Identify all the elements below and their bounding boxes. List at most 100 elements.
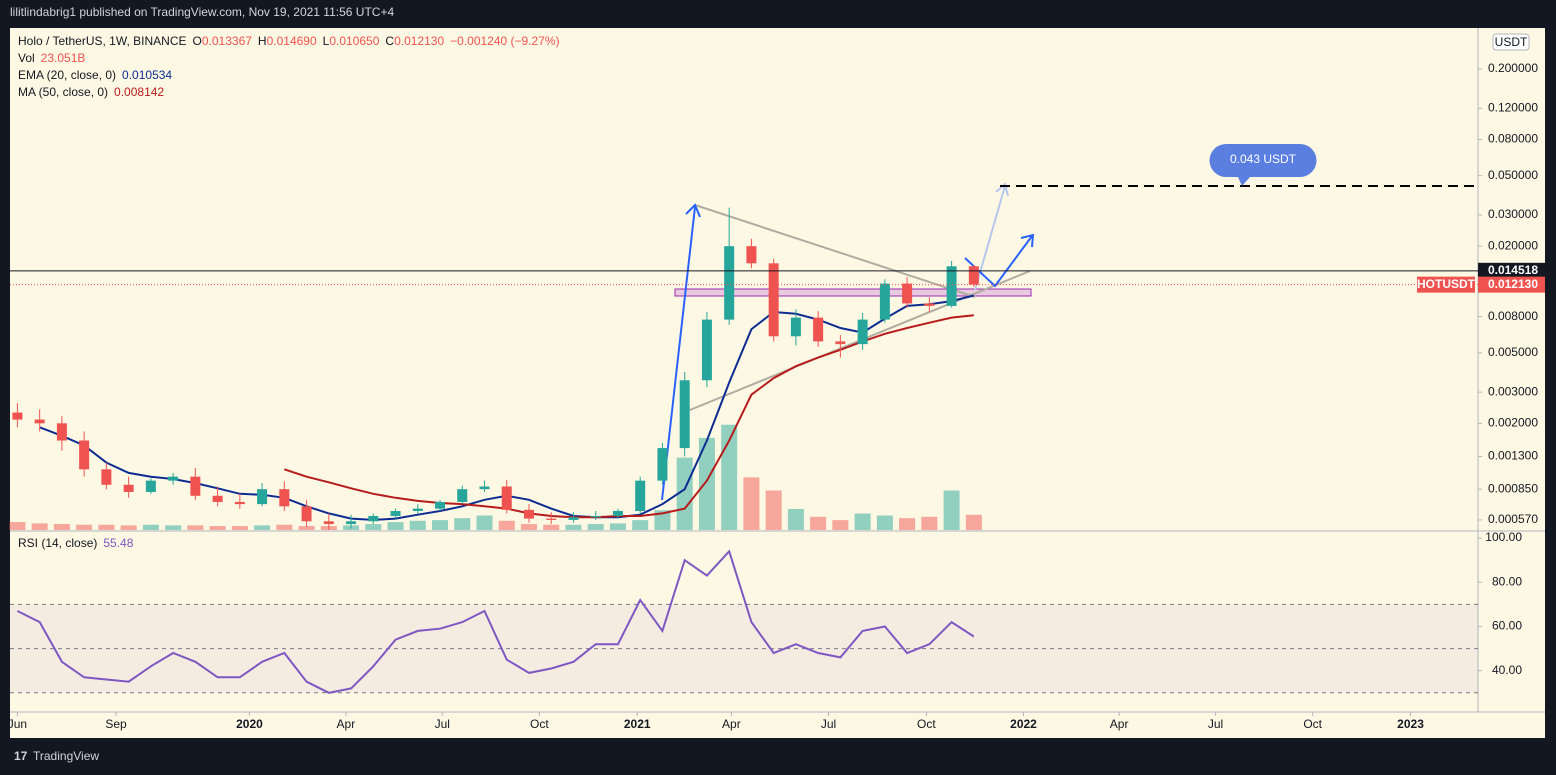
x-tick-label: Apr: [337, 717, 356, 731]
ohlc-value: 0.014690: [267, 34, 317, 48]
candle-body: [946, 266, 957, 306]
y-tick-label: 0.005000: [1488, 345, 1538, 359]
candle-body: [123, 484, 134, 492]
y-tick-label: 40.00: [1492, 663, 1522, 677]
candle-body: [56, 423, 67, 441]
volume-bar: [53, 524, 70, 530]
volume-bar: [9, 522, 26, 530]
x-tick-label: Oct: [530, 717, 549, 731]
volume-bar: [609, 523, 626, 530]
y-tick-label: 0.120000: [1488, 100, 1538, 114]
candle-body: [279, 489, 290, 507]
volume-bar: [276, 524, 293, 530]
logo-mark: 17: [14, 749, 28, 763]
candle-body: [902, 283, 913, 304]
candle-body: [257, 489, 268, 505]
volume-name: Vol: [18, 51, 35, 65]
currency-box[interactable]: [1492, 33, 1530, 51]
publisher: lilitlindabrig1 published on TradingView…: [10, 5, 394, 19]
volume-bar: [698, 437, 715, 530]
close-label: 0.012130: [1488, 277, 1538, 291]
legend-title: Holo / TetherUS, 1W, BINANCE: [18, 34, 187, 48]
y-tick-label: 0.003000: [1488, 384, 1538, 398]
volume-bar: [654, 510, 671, 530]
candle-body: [813, 317, 824, 342]
footer: [0, 738, 1556, 775]
candle-body: [79, 440, 90, 470]
x-tick-label: Oct: [1303, 717, 1322, 731]
candle-body: [101, 469, 112, 485]
volume-bar: [632, 520, 649, 530]
volume-bar: [254, 525, 271, 530]
volume-bar: [142, 524, 159, 530]
change: −0.001240 (−9.27%): [450, 34, 559, 48]
volume-bar: [743, 477, 760, 530]
ohlc-key: C: [385, 34, 394, 48]
x-tick-label: Apr: [1110, 717, 1129, 731]
candle-body: [390, 511, 401, 516]
rsi-band: [10, 604, 1478, 693]
volume-value: 23.051B: [41, 51, 86, 65]
volume-bar: [899, 518, 916, 530]
y-tick-label: 0.001300: [1488, 449, 1538, 463]
volume-bar: [298, 526, 315, 530]
candle-body: [568, 517, 579, 520]
candle-body: [435, 501, 446, 509]
currency: USDT: [1495, 35, 1528, 49]
legend-row: RSI (14, close) 55.48: [18, 536, 134, 550]
volume-bar: [810, 516, 827, 530]
volume-bar: [476, 515, 493, 530]
volume-bar: [543, 524, 560, 530]
candle-body: [523, 509, 534, 519]
candle-body: [412, 508, 423, 512]
candle-body: [701, 319, 712, 381]
candle-body: [857, 319, 868, 345]
candle-body: [212, 495, 223, 502]
x-tick-label: Jun: [8, 717, 27, 731]
trend-line: [684, 270, 1031, 413]
candle-body: [234, 501, 245, 505]
target-label-bg: [1209, 144, 1317, 186]
ohlc-value: 0.010650: [329, 34, 379, 48]
y-tick-label: 0.000850: [1488, 481, 1538, 495]
volume-bar: [187, 525, 204, 530]
candle-body: [34, 419, 45, 424]
candle-body: [612, 511, 623, 516]
y-tick-label: 0.080000: [1488, 132, 1538, 146]
candle-body: [746, 246, 757, 264]
rsi-line: [16, 549, 975, 694]
candle-body: [724, 246, 735, 320]
ohlc-value: 0.013367: [202, 34, 252, 48]
candle-body: [590, 515, 601, 518]
x-tick-label: Oct: [917, 717, 936, 731]
y-tick-label: 0.002000: [1488, 416, 1538, 430]
volume-bar: [120, 525, 137, 530]
y-tick-label: 60.00: [1492, 619, 1522, 633]
legend-value: 0.008142: [114, 85, 164, 99]
y-tick-label: 0.050000: [1488, 168, 1538, 182]
volume-bar: [676, 457, 693, 530]
candle-body: [457, 489, 468, 502]
candle-body: [968, 266, 979, 285]
x-tick-label: Apr: [722, 717, 741, 731]
ohlc-key: L: [323, 34, 330, 48]
legend-value: 0.010534: [122, 68, 172, 82]
volume-bar: [832, 520, 849, 530]
candle-body: [790, 317, 801, 337]
volume-bar: [409, 520, 426, 530]
x-tick-label: 2022: [1010, 717, 1037, 731]
volume-bar: [965, 514, 982, 530]
legend-name: EMA (20, close, 0): [18, 68, 116, 82]
volume-bar: [31, 523, 48, 530]
y-tick-label: 0.008000: [1488, 309, 1538, 323]
volume-bar: [365, 524, 382, 530]
volume-bar: [921, 516, 938, 530]
volume-bar: [565, 524, 582, 530]
ohlc-value: 0.012130: [394, 34, 444, 48]
candle-body: [12, 412, 23, 420]
symbol-label: HOTUSDT: [1417, 277, 1476, 291]
y-tick-label: 0.200000: [1488, 61, 1538, 75]
volume-bar: [231, 526, 248, 530]
legend-row: MA (50, close, 0) 0.008142: [18, 85, 164, 99]
